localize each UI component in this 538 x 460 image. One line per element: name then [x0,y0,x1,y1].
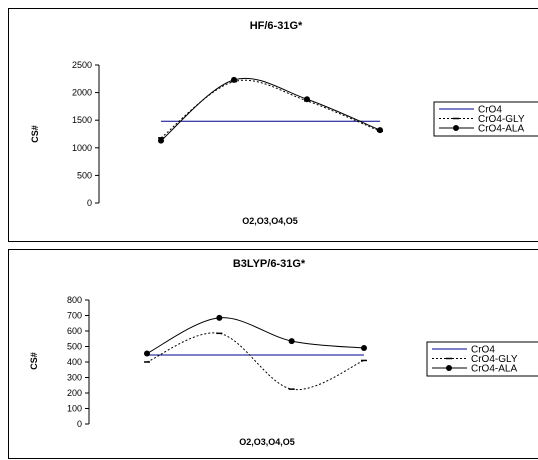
legend-marker [446,365,452,371]
series-line-2 [160,77,381,142]
legend-label: CrO4-ALA [471,364,517,375]
y-tick-label: 2000 [72,88,92,98]
y-tick-label: 1000 [72,143,92,153]
y-tick-label: 600 [67,326,82,336]
y-tick-label: 500 [67,342,82,352]
data-point [216,314,223,321]
legend-label: CrO4-ALA [478,124,524,135]
data-point [231,76,237,83]
chart-panel-hf: HF/6-31G* 0 500 1000 1500 2000 2500 CS# O2,O3,O4… [8,8,538,242]
data-point [361,345,367,352]
series-line-2 [146,317,365,354]
data-point [304,96,310,103]
y-tick-label: 2500 [72,60,92,70]
y-tick-label: 400 [67,357,82,367]
y-tick-label: 100 [67,404,82,414]
chart-title: B3LYP/6-31G* [233,258,306,270]
x-axis-label: O2,O3,O4,O5 [242,216,298,226]
y-tick-label: 800 [67,295,82,305]
series-line-1 [146,332,365,391]
data-point [377,127,383,134]
chart-hf: HF/6-31G* 0 500 1000 1500 2000 2500 CS# O2,O3,O4… [30,20,538,226]
x-axis-label: O2,O3,O4,O5 [239,437,295,447]
legend-label: CrO4 [478,105,502,116]
y-tick-label: 300 [67,373,82,383]
chart-b3lyp: B3LYP/6-31G* 0 100 200 300 400 500 600 700 800 CS#… [29,258,538,447]
legend-label: CrO4-GLY [478,114,525,125]
series-line-1 [160,79,381,139]
legend-label: CrO4 [471,345,495,356]
y-axis-label: CS# [30,125,40,143]
data-point [144,350,150,357]
data-point [288,338,295,345]
y-axis-label: CS# [29,352,39,370]
chart-panel-b3lyp: B3LYP/6-31G* 0 100 200 300 400 500 600 700 800 CS#… [8,249,538,459]
y-tick-label: 700 [67,311,82,321]
legend-label: CrO4-GLY [471,354,518,365]
y-tick-label: 200 [67,388,82,398]
y-tick-label: 0 [87,198,92,208]
legend-marker [453,125,459,131]
y-tick-label: 1500 [72,115,92,125]
y-tick-label: 500 [77,170,92,180]
chart-title: HF/6-31G* [250,20,303,32]
data-point [158,137,164,144]
y-tick-label: 0 [77,419,82,429]
